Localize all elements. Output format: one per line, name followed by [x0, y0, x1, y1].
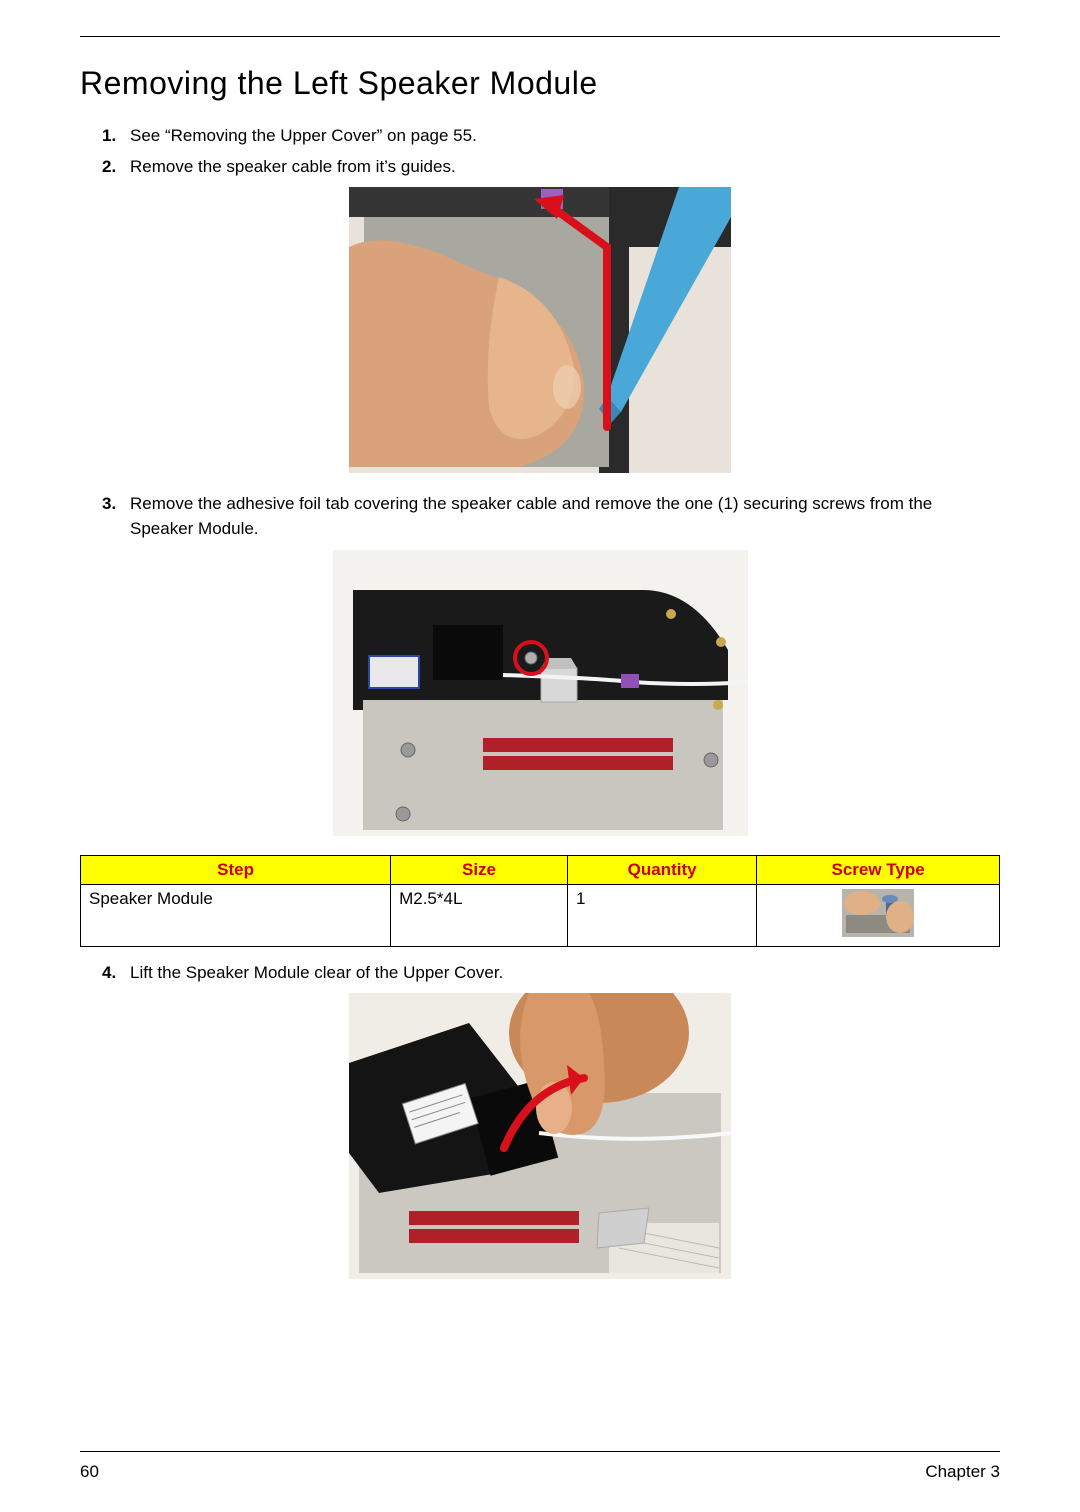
td-screwtype [757, 884, 1000, 946]
table-row: Speaker Module M2.5*4L 1 [81, 884, 1000, 946]
photo-foil-screws [333, 550, 748, 836]
step-3-num: 3. [102, 492, 116, 517]
chapter-label: Chapter 3 [925, 1462, 1000, 1482]
screw-table: Step Size Quantity Screw Type Speaker Mo… [80, 855, 1000, 947]
td-step: Speaker Module [81, 884, 391, 946]
page-title: Removing the Left Speaker Module [80, 65, 1000, 102]
rule-bottom [80, 1451, 1000, 1452]
page-number: 60 [80, 1462, 99, 1482]
step-4-text: Lift the Speaker Module clear of the Upp… [130, 963, 503, 982]
screw-thumb-icon [842, 889, 914, 937]
photo-lift-module [349, 993, 731, 1279]
step-1-text: See “Removing the Upper Cover” on page 5… [130, 126, 477, 145]
step-3: 3. Remove the adhesive foil tab covering… [108, 492, 1000, 541]
step-1-num: 1. [102, 124, 116, 149]
step-2: 2. Remove the speaker cable from it’s gu… [108, 155, 1000, 180]
td-qty: 1 [567, 884, 756, 946]
step-4-num: 4. [102, 961, 116, 986]
step-2-num: 2. [102, 155, 116, 180]
th-size: Size [391, 855, 568, 884]
step-2-text: Remove the speaker cable from it’s guide… [130, 157, 456, 176]
photo-cable-guides [349, 187, 731, 473]
step-4: 4. Lift the Speaker Module clear of the … [108, 961, 1000, 986]
rule-top [80, 36, 1000, 37]
th-step: Step [81, 855, 391, 884]
step-1: 1. See “Removing the Upper Cover” on pag… [108, 124, 1000, 149]
td-size: M2.5*4L [391, 884, 568, 946]
th-type: Screw Type [757, 855, 1000, 884]
th-qty: Quantity [567, 855, 756, 884]
step-3-text: Remove the adhesive foil tab covering th… [130, 494, 932, 538]
